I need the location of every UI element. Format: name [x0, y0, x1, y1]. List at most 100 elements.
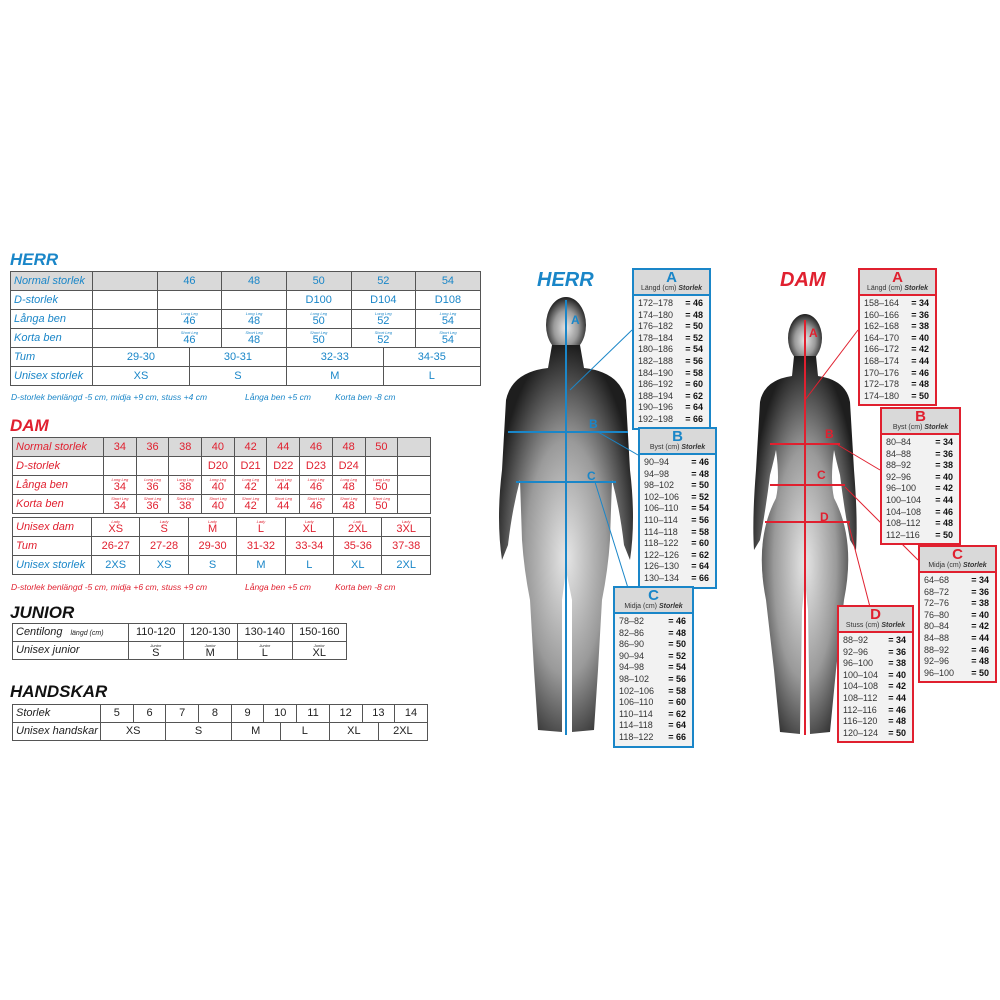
cell-tag: Short Leg	[372, 496, 391, 501]
size: = 64	[668, 720, 686, 731]
table-row: Tum 26-27 27-28 29-30 31-32 33-34 35-36 37-38	[12, 536, 431, 556]
box-row: 118–122 = 66	[615, 732, 692, 744]
size-cell: Short Leg 46	[156, 328, 223, 348]
size: = 34	[911, 298, 929, 308]
row-label: Unisex junior	[12, 641, 129, 660]
table-row: Unisex junior Junior S Junior M Junior L Junior…	[12, 641, 347, 660]
size: = 60	[668, 697, 686, 708]
size: = 50	[911, 390, 929, 401]
size-cell: Long Leg 46	[156, 309, 223, 329]
size-cell	[221, 290, 287, 310]
size-cell: Short Leg 34	[103, 494, 137, 514]
size-cell: Short Leg 44	[266, 494, 301, 514]
size-cell	[92, 309, 158, 329]
size-cell: Short Leg 42	[233, 494, 268, 514]
size: = 48	[935, 518, 953, 529]
size-cell: D100	[285, 290, 352, 310]
range: 104–108	[843, 681, 879, 692]
row-label: D-storlek	[12, 456, 104, 476]
cell-value: 27-28	[150, 539, 179, 552]
size: = 54	[685, 344, 703, 355]
range: 172–178	[638, 298, 674, 308]
cell-value: 50	[375, 440, 388, 453]
dam-title: DAM	[10, 416, 49, 435]
dam-note: D-storlek benlängd -5 cm, midja +6 cm, s…	[11, 582, 208, 592]
cell-value: 46	[309, 500, 323, 512]
size: = 46	[911, 367, 929, 378]
table-row: Storlek 5 6 7 8 9 10 11 12 13 14	[12, 704, 428, 723]
cell-value: S	[160, 523, 168, 535]
size-cell: Lady L	[236, 517, 286, 537]
cell-tag: Long Leg	[209, 477, 227, 482]
size-cell: 130-140	[237, 623, 293, 642]
range: 88–92	[886, 460, 912, 471]
size-cell	[397, 475, 431, 495]
size-cell: XS	[92, 366, 190, 386]
cell-value: S	[208, 558, 217, 571]
size-cell: D24	[331, 456, 366, 476]
range: 90–94	[644, 457, 670, 467]
size-cell: Long Leg 42	[233, 475, 268, 495]
row-label-text: Unisex storlek	[14, 369, 84, 382]
cell-value: 38	[179, 500, 192, 512]
size-cell	[92, 271, 158, 291]
range: 168–174	[864, 355, 900, 366]
leader-line-b	[837, 444, 881, 471]
measure-label: Byst (cm)	[649, 444, 680, 451]
box-row: 82–86 = 48	[615, 628, 692, 640]
range: 164–170	[864, 332, 900, 343]
box-row: 102–106 = 58	[615, 686, 692, 698]
size-cell: Lady XS	[90, 517, 141, 537]
cell-value: 8	[211, 707, 218, 719]
marker-a: A	[809, 326, 818, 340]
leader-line-c	[594, 481, 629, 589]
box-row: 126–130 = 64	[640, 561, 715, 573]
row-label: Centilong längd (cm)	[12, 623, 129, 642]
size-cell: Long Leg 54	[415, 309, 481, 329]
box-letter: C	[648, 587, 659, 604]
cell-tag: Short Leg	[310, 330, 328, 335]
size-cell: 10	[263, 704, 298, 723]
box-row: 176–182 = 50	[634, 321, 709, 333]
range: 82–86	[619, 627, 645, 638]
size-cell: Lady 3XL	[381, 517, 431, 537]
size-cell: D23	[299, 456, 333, 476]
size-cell: L	[279, 722, 330, 741]
box-header: B Byst (cm) Storlek	[882, 409, 959, 435]
marker-d: D	[820, 510, 829, 524]
row-label: Unisex storlek	[12, 555, 92, 575]
size-cell	[397, 437, 431, 457]
size: = 50	[668, 639, 686, 650]
row-label-text: Tum	[16, 539, 38, 552]
cell-value: 50	[312, 274, 325, 287]
box-row: 164–170 = 40	[860, 333, 935, 345]
measurement-box-a: A Längd (cm) Storlek 172–178 = 46 174–180 = 4…	[632, 268, 711, 430]
cell-value: 29-30	[198, 539, 227, 552]
range: 170–176	[864, 367, 900, 378]
size-cell: S	[187, 555, 238, 575]
size-cell: 2XL	[377, 722, 428, 741]
size: = 46	[685, 298, 703, 308]
size-cell: Junior L	[237, 641, 293, 660]
box-row: 192–198 = 66	[634, 414, 709, 426]
range: 130–134	[644, 572, 680, 583]
size: = 50	[971, 667, 989, 678]
size-cell: Lady 2XL	[333, 517, 383, 537]
row-label: D-storlek	[10, 290, 93, 310]
size-cell: 34-35	[382, 347, 481, 367]
size: = 52	[685, 332, 703, 343]
measure-label: Midja (cm)	[928, 562, 961, 569]
box-header: A Längd (cm) Storlek	[860, 270, 935, 296]
box-letter: D	[870, 606, 881, 623]
row-label-text: Storlek	[16, 707, 51, 719]
size-label: Storlek	[658, 603, 683, 610]
size: = 52	[668, 650, 686, 661]
box-subheader: Stuss (cm) Storlek	[839, 622, 912, 631]
range: 112–116	[843, 704, 877, 715]
box-letter: A	[892, 269, 903, 286]
row-label: Tum	[12, 536, 92, 556]
table-row: Unisex storlekXSSMLXL2XL3XL4XL	[10, 366, 481, 386]
herr-size-table: Normal storlek4648505254565860626466D-st…	[10, 271, 481, 386]
body-figures: A B C A B C D HERR DAM	[499, 269, 919, 735]
cell-value: 36	[146, 440, 159, 453]
